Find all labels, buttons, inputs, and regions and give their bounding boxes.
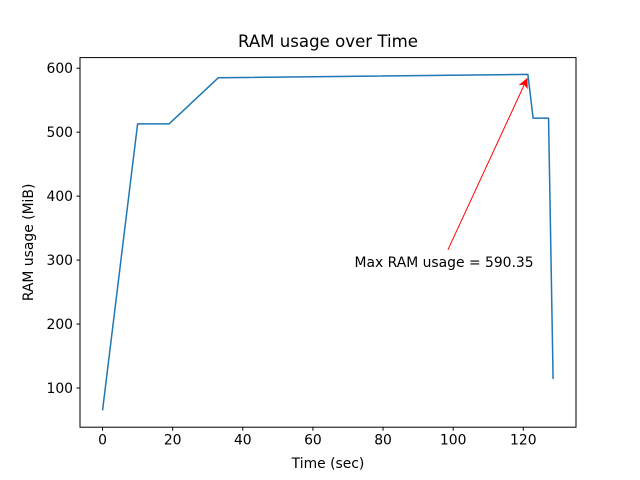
x-tick-label: 40 <box>234 433 252 449</box>
annotation-text: Max RAM usage = 590.35 <box>354 255 533 271</box>
x-axis-ticks: 0 20 40 60 80 100 120 <box>98 427 537 449</box>
y-tick-label: 600 <box>46 61 73 77</box>
x-tick-label: 80 <box>374 433 392 449</box>
data-line <box>101 73 554 411</box>
x-tick-label: 60 <box>304 433 322 449</box>
chart-title: RAM usage over Time <box>238 32 418 51</box>
y-tick-label: 400 <box>46 189 73 205</box>
y-axis-label: RAM usage (MiB) <box>21 184 37 302</box>
plot-border <box>79 57 577 428</box>
y-tick-label: 300 <box>46 253 73 269</box>
x-tick-label: 20 <box>164 433 182 449</box>
y-tick-label: 500 <box>46 125 73 141</box>
x-tick-label: 100 <box>440 433 467 449</box>
x-tick-label: 120 <box>510 433 537 449</box>
y-tick-label: 100 <box>46 381 73 397</box>
y-tick-label: 200 <box>46 317 73 333</box>
y-axis-ticks: 100 200 300 400 500 600 <box>46 61 80 397</box>
annotation-arrow <box>447 77 528 251</box>
x-axis-label: Time (sec) <box>291 456 365 472</box>
x-tick-label: 0 <box>98 433 107 449</box>
